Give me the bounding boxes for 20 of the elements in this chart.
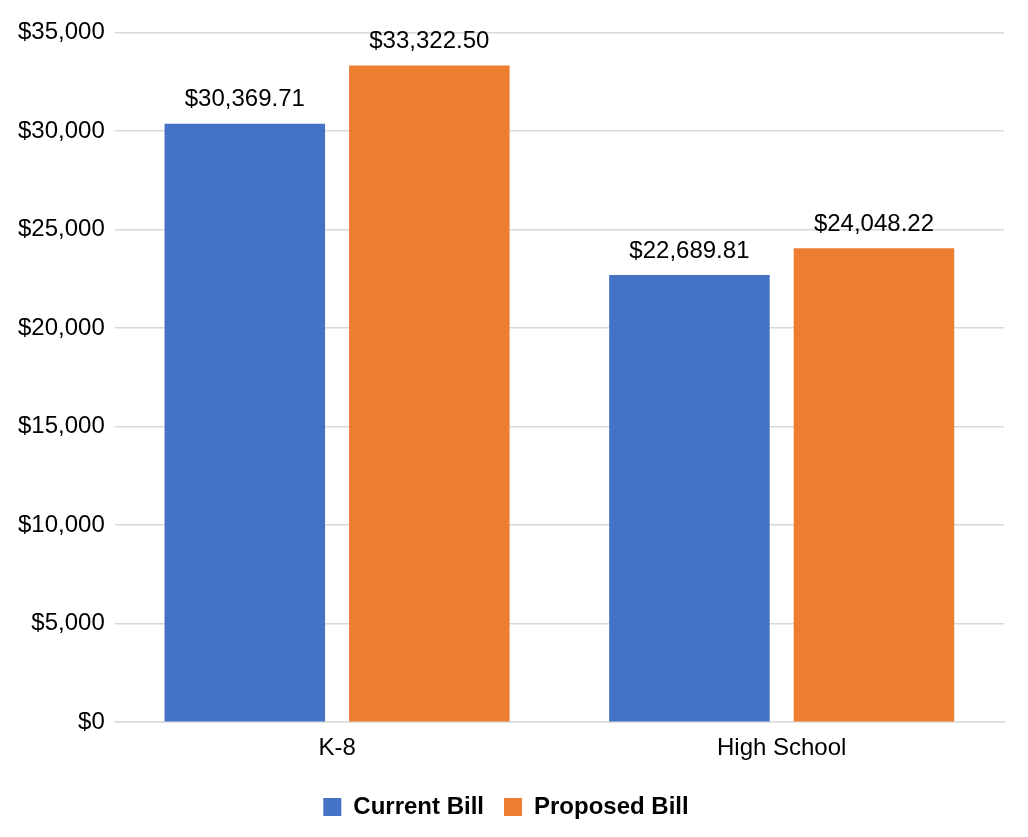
data-label: $22,689.81 [629,235,750,263]
bar [164,123,326,722]
y-tick-label: $20,000 [17,312,105,340]
data-label: $30,369.71 [184,84,305,112]
data-label: $24,048.22 [813,208,935,236]
bar [609,275,770,722]
bar [349,65,510,722]
legend-label: Current Bill [353,791,485,819]
y-tick-label: $5,000 [31,608,105,636]
x-tick-label: High School [716,733,847,761]
data-label: $33,322.50 [369,26,490,54]
x-tick-label: K-8 [318,733,356,761]
y-tick-label: $10,000 [17,509,105,537]
legend-label: Proposed Bill [533,791,689,819]
y-tick-label: $15,000 [17,411,105,439]
bar [793,248,955,722]
y-tick-label: $30,000 [17,115,105,143]
y-tick-label: $0 [78,706,105,734]
y-tick-label: $25,000 [17,214,105,242]
y-tick-label: $35,000 [17,17,105,45]
